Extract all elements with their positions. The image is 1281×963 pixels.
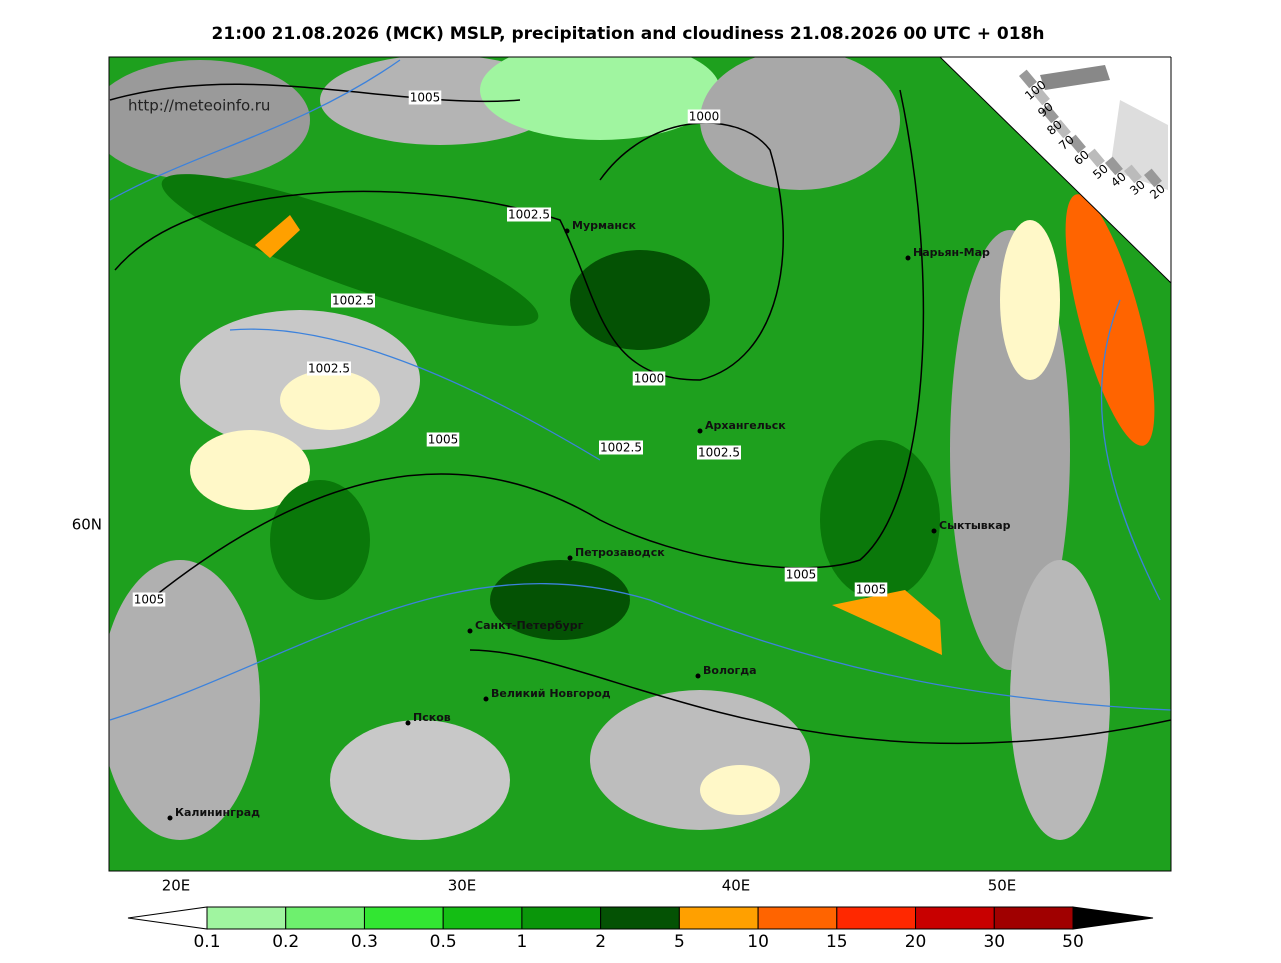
cloud-bar bbox=[1143, 168, 1162, 188]
isobar-label: 1002.5 bbox=[508, 208, 550, 222]
isobar-label: 1002.5 bbox=[600, 441, 642, 455]
isobar-label-bg bbox=[132, 592, 166, 607]
isobar-label-bg bbox=[426, 432, 460, 447]
city-label: Нарьян-Мар bbox=[913, 246, 990, 259]
map-frame bbox=[108, 56, 1172, 872]
colorbar-over bbox=[1072, 906, 1154, 930]
city-dot bbox=[564, 228, 570, 234]
colorbar-swatch bbox=[600, 906, 680, 930]
cloud-bar bbox=[1052, 119, 1071, 139]
city-dot bbox=[905, 255, 911, 261]
cloud-bar bbox=[1067, 134, 1086, 154]
city-label: Псков bbox=[413, 711, 451, 724]
city-dot bbox=[405, 720, 411, 726]
source-url: http://meteoinfo.ru bbox=[128, 97, 270, 115]
isobar-label-bg bbox=[331, 293, 375, 308]
map-field bbox=[109, 57, 1171, 871]
cloud-scale-label: 70 bbox=[1056, 132, 1077, 153]
isobar-label: 1005 bbox=[134, 593, 165, 607]
title: 21:00 21.08.2026 (МСК) MSLP, precipitati… bbox=[212, 24, 1045, 44]
city-label: Калининград bbox=[175, 806, 260, 819]
cloud-bar bbox=[1040, 104, 1059, 124]
colorbar-under bbox=[127, 906, 208, 930]
colorbar-label: 5 bbox=[674, 932, 685, 952]
isobar-label: 1005 bbox=[410, 91, 441, 105]
colorbar-label: 0.3 bbox=[351, 932, 378, 952]
colorbar-swatch bbox=[363, 906, 444, 930]
isobar-label-bg bbox=[599, 440, 643, 455]
colorbar-swatch bbox=[678, 906, 759, 930]
lon-label: 20E bbox=[162, 877, 191, 895]
cloud-bar bbox=[1086, 148, 1105, 168]
city-dot bbox=[167, 815, 173, 821]
isobar-label-bg bbox=[307, 361, 351, 376]
cloud-fan bbox=[1018, 65, 1168, 190]
colorbar-label: 0.5 bbox=[430, 932, 457, 952]
city-label: Архангельск bbox=[705, 419, 786, 432]
city-dot bbox=[567, 555, 573, 561]
city-dot bbox=[695, 673, 701, 679]
city-label: Санкт-Петербург bbox=[475, 619, 584, 632]
city-dot bbox=[697, 428, 703, 434]
city-label: Сыктывкар bbox=[939, 519, 1011, 532]
city-dot bbox=[931, 528, 937, 534]
colorbar-label: 0.1 bbox=[193, 932, 220, 952]
colorbar-label: 20 bbox=[905, 932, 927, 952]
isobar-label: 1002.5 bbox=[308, 362, 350, 376]
isobar-label: 1002.5 bbox=[698, 446, 740, 460]
city-label: Великий Новгород bbox=[491, 687, 611, 700]
isobar-label-bg bbox=[408, 90, 442, 105]
isobar-label: 1000 bbox=[634, 372, 665, 386]
colorbar-swatch bbox=[993, 906, 1074, 930]
lon-label: 30E bbox=[448, 877, 477, 895]
colorbar-swatch bbox=[206, 906, 287, 930]
colorbar-swatch bbox=[836, 906, 917, 930]
city-label: Вологда bbox=[703, 664, 757, 677]
lon-label: 50E bbox=[988, 877, 1017, 895]
colorbar-swatch bbox=[521, 906, 602, 930]
lon-label: 40E bbox=[722, 877, 751, 895]
cloud-bar bbox=[1123, 164, 1142, 184]
colorbar-swatch bbox=[915, 906, 995, 930]
colorbar-swatch bbox=[442, 906, 523, 930]
colorbar-swatch bbox=[285, 906, 365, 930]
city-dot bbox=[483, 696, 489, 702]
colorbar-label: 1 bbox=[516, 932, 527, 952]
isobar-label: 1005 bbox=[856, 583, 887, 597]
cloud-bar bbox=[1018, 69, 1037, 89]
isobar-label-bg bbox=[784, 567, 818, 582]
city-label: Петрозаводск bbox=[575, 546, 665, 559]
colorbar-label: 15 bbox=[826, 932, 848, 952]
colorbar-label: 30 bbox=[983, 932, 1005, 952]
city-dot bbox=[467, 628, 473, 634]
isobar-label: 1002.5 bbox=[332, 294, 374, 308]
isobar-label-bg bbox=[632, 371, 666, 386]
isobar-label-bg bbox=[854, 582, 888, 597]
isobar-label-bg bbox=[687, 109, 721, 124]
isobar-label-bg bbox=[697, 445, 741, 460]
cloud-bar bbox=[1031, 86, 1050, 106]
colorbar-label: 0.2 bbox=[272, 932, 299, 952]
colorbar-label: 2 bbox=[595, 932, 606, 952]
isobar-label-bg bbox=[507, 207, 551, 222]
isobar-label: 1000 bbox=[689, 110, 720, 124]
isobar-label: 1005 bbox=[786, 568, 817, 582]
lat-label: 60N bbox=[72, 516, 102, 534]
cloud-scale-label: 60 bbox=[1071, 147, 1092, 168]
cloud-bar bbox=[1104, 156, 1123, 176]
colorbar-swatch bbox=[757, 906, 838, 930]
city-label: Мурманск bbox=[572, 219, 637, 232]
colorbar-label: 10 bbox=[747, 932, 769, 952]
isobar-label: 1005 bbox=[428, 433, 459, 447]
colorbar-label: 50 bbox=[1062, 932, 1084, 952]
